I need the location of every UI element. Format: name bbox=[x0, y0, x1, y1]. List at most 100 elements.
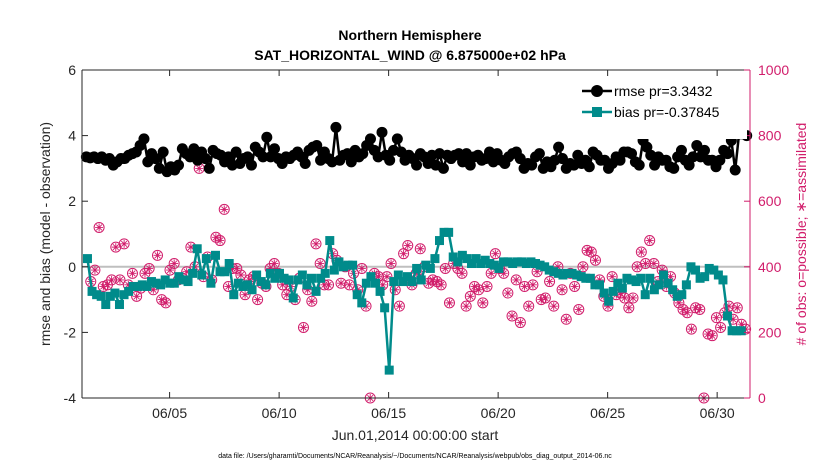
obs-assimilated-point bbox=[549, 302, 558, 311]
obs-assimilated-point bbox=[478, 298, 487, 307]
obs-assimilated-point bbox=[704, 330, 713, 339]
obs-possible-point bbox=[510, 274, 522, 286]
bias-point bbox=[137, 280, 147, 290]
bias-point bbox=[663, 278, 673, 288]
bias-point bbox=[393, 270, 403, 280]
rmse-point bbox=[242, 151, 254, 163]
obs-assimilated-point bbox=[374, 272, 383, 281]
obs-assimilated-point bbox=[99, 282, 108, 291]
rmse-point bbox=[157, 146, 169, 158]
obs-assimilated-point bbox=[245, 275, 254, 284]
obs-possible-point bbox=[393, 300, 405, 312]
obs-possible-point bbox=[560, 313, 572, 325]
rmse-point bbox=[714, 154, 726, 166]
rmse-point bbox=[364, 133, 376, 145]
rmse-point bbox=[641, 141, 653, 153]
rmse-point bbox=[138, 133, 150, 145]
bias-point bbox=[338, 262, 348, 272]
bias-point bbox=[736, 326, 746, 336]
bias-point bbox=[101, 300, 111, 310]
obs-assimilated-point bbox=[453, 264, 462, 273]
obs-assimilated-point bbox=[115, 275, 124, 284]
obs-assimilated-point bbox=[395, 302, 404, 311]
bias-point bbox=[233, 278, 243, 288]
obs-assimilated-point bbox=[382, 272, 391, 281]
bias-point bbox=[306, 273, 316, 283]
obs-assimilated-point bbox=[387, 259, 396, 268]
obs-assimilated-point bbox=[666, 272, 675, 281]
rmse-point bbox=[311, 139, 323, 151]
obs-assimilated-point bbox=[324, 280, 333, 289]
bias-point bbox=[558, 270, 568, 280]
bias-point bbox=[608, 286, 618, 296]
x-tick-label: 06/30 bbox=[700, 405, 735, 421]
rmse-point bbox=[633, 159, 645, 171]
bias-point bbox=[439, 227, 449, 237]
bias-point bbox=[192, 244, 202, 254]
bias-point bbox=[713, 270, 723, 280]
rmse-point bbox=[261, 131, 273, 143]
rmse-point bbox=[729, 164, 741, 176]
rmse-point bbox=[376, 126, 388, 138]
obs-possible-point bbox=[435, 279, 447, 291]
obs-possible-point bbox=[126, 267, 138, 279]
obs-possible-point bbox=[481, 280, 493, 292]
obs-possible-point bbox=[527, 279, 539, 291]
rmse-series-layer bbox=[80, 121, 753, 178]
bias-point bbox=[370, 278, 380, 288]
bias-point bbox=[631, 277, 641, 287]
bias-point bbox=[599, 288, 609, 298]
bias-point bbox=[274, 268, 284, 278]
y-axis-label: rmse and bias (model - observation) bbox=[37, 122, 53, 346]
obs-assimilated-point bbox=[683, 308, 692, 317]
rmse-point bbox=[683, 159, 695, 171]
bias-point bbox=[681, 280, 691, 290]
obs-assimilated-point bbox=[537, 295, 546, 304]
bias-point bbox=[540, 262, 550, 272]
bias-point bbox=[380, 303, 390, 313]
bias-point bbox=[649, 285, 659, 295]
obs-assimilated-point bbox=[470, 282, 479, 291]
obs-assimilated-point bbox=[512, 275, 521, 284]
y-tick-label: -4 bbox=[64, 390, 77, 406]
obs-assimilated-point bbox=[587, 248, 596, 257]
x-tick-label: 06/05 bbox=[152, 405, 187, 421]
obs-assimilated-point bbox=[391, 285, 400, 294]
bias-point bbox=[110, 288, 120, 298]
obs-assimilated-point bbox=[320, 280, 329, 289]
bias-point bbox=[242, 280, 252, 290]
tick-labels-layer: 06/05 06/10 06/15 06/20 06/25 06/30 -4 -2 0 2 4 6 0 2… bbox=[64, 62, 790, 421]
obs-assimilated-point bbox=[416, 244, 425, 253]
axes-layer bbox=[81, 69, 751, 399]
bias-point bbox=[572, 270, 582, 280]
bias-point bbox=[389, 277, 399, 287]
obs-assimilated-point bbox=[520, 282, 529, 291]
bias-point bbox=[238, 281, 248, 291]
bias-point bbox=[114, 300, 124, 310]
obs-assimilated-point bbox=[337, 279, 346, 288]
bias-point bbox=[508, 259, 518, 269]
bias-point bbox=[617, 283, 627, 293]
obs-possible-point bbox=[523, 300, 535, 312]
bias-point bbox=[352, 290, 362, 300]
obs-assimilated-point bbox=[737, 320, 746, 329]
bias-point bbox=[686, 262, 696, 272]
obs-assimilated-point bbox=[729, 315, 738, 324]
obs-assimilated-point bbox=[499, 269, 508, 278]
bias-point bbox=[654, 280, 664, 290]
obs-assimilated-point bbox=[149, 285, 158, 294]
footnote: data file: /Users/gharamti/Documents/NCA… bbox=[218, 453, 612, 460]
rmse-point bbox=[553, 141, 565, 153]
y2-tick-label: 600 bbox=[758, 193, 782, 209]
obs-assimilated-point bbox=[553, 262, 562, 271]
obs-possible-point bbox=[731, 302, 743, 314]
bias-point bbox=[476, 259, 486, 269]
obs-assimilated-point bbox=[157, 295, 166, 304]
obs-possible-point bbox=[694, 303, 706, 315]
obs-possible-point bbox=[519, 280, 531, 292]
bias-point bbox=[169, 278, 179, 288]
bias-point bbox=[297, 270, 307, 280]
obs-assimilated-point bbox=[253, 295, 262, 304]
obs-assimilated-point bbox=[153, 251, 162, 260]
obs-assimilated-point bbox=[541, 293, 550, 302]
